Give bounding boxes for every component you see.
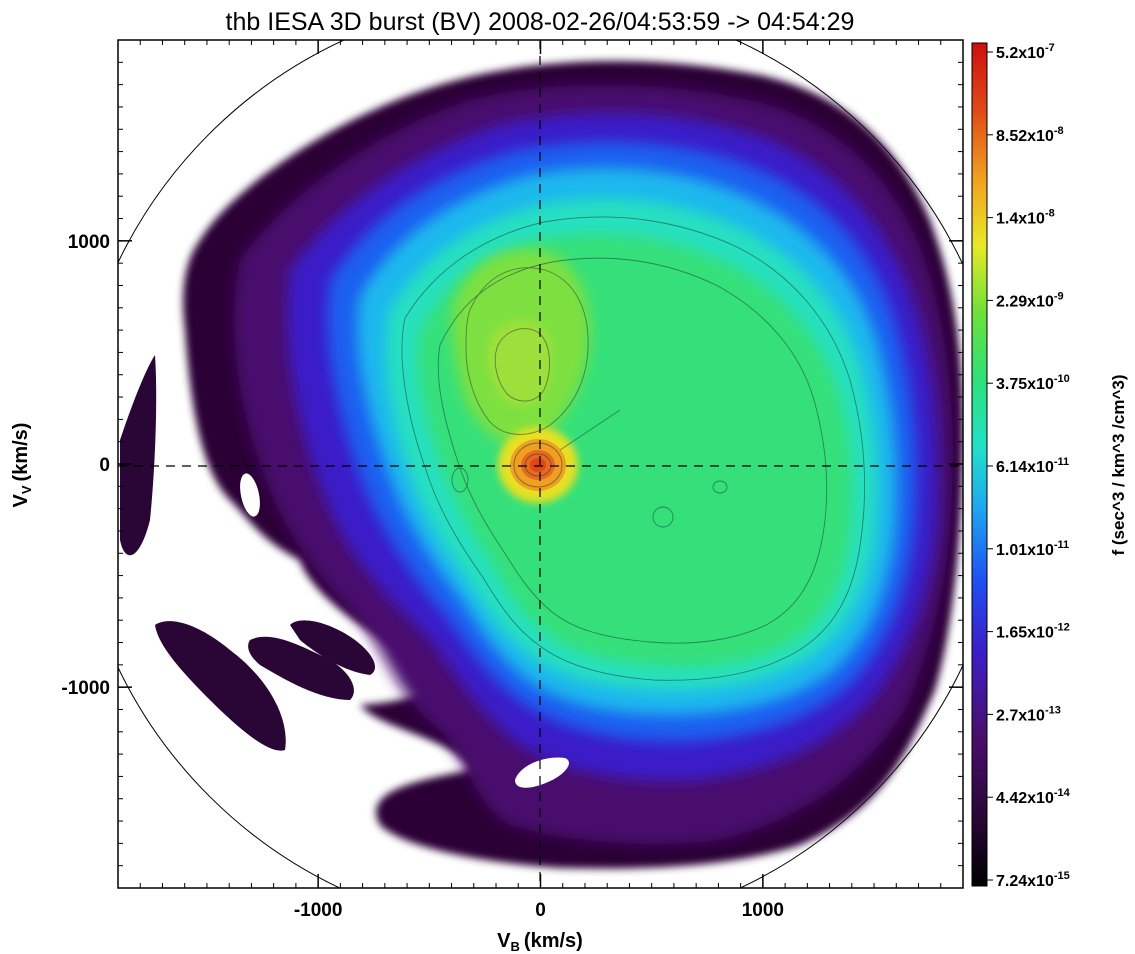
colorbar-tick-label: 6.14x10-11: [996, 456, 1069, 476]
colorbar-tick-label: 5.2x10-7: [996, 42, 1055, 62]
colorbar-tick-label: 3.75x10-10: [996, 373, 1070, 393]
colorbar-tick-label: 1.65x10-12: [996, 622, 1070, 642]
colorbar-tick-label: 8.52x10-8: [996, 125, 1064, 145]
colorbar-tick-label: 2.29x10-9: [996, 290, 1064, 310]
colorbar-tick-label: 7.24x10-15: [996, 870, 1070, 890]
colorbar-tick-label: 1.01x10-11: [996, 539, 1069, 559]
y-tick-label: 0: [99, 455, 110, 476]
colorbar-ticks: 5.2x10-7 8.52x10-8 1.4x10-8 2.29x10-9 3.75x1…: [987, 42, 1071, 890]
lower-left-streak-2: [248, 636, 354, 700]
level-9-region: [487, 320, 552, 407]
minor-ticks: [117, 39, 964, 889]
colorbar-tick-label: 2.7x10-13: [996, 704, 1061, 724]
distribution-contours: [120, 60, 963, 869]
contour-lines: [401, 216, 866, 681]
tick-labels: -1000 0 1000 1000 0 -1000: [61, 232, 784, 921]
y-tick-label: -1000: [61, 678, 110, 699]
colorbar-label: f (sec^3 / km^3 /cm^3): [1109, 375, 1128, 556]
colorbar: 5.2x10-7 8.52x10-8 1.4x10-8 2.29x10-9 3.75x1…: [971, 42, 1128, 890]
colorbar-tick-label: 1.4x10-8: [996, 208, 1055, 228]
white-hole: [515, 757, 569, 788]
white-gap-1: [240, 473, 260, 517]
y-axis-label: VV(km/s): [10, 423, 34, 508]
colorbar-gradient: [971, 42, 988, 887]
x-axis-label: VB (km/s): [497, 930, 583, 954]
major-ticks: [118, 40, 963, 888]
x-tick-label: -1000: [294, 900, 343, 921]
y-tick-label: 1000: [68, 232, 110, 253]
lower-left-streak: [155, 621, 286, 751]
left-lobe-region: [120, 355, 157, 556]
x-tick-label: 1000: [742, 900, 784, 921]
plot-area: [118, 40, 963, 888]
x-tick-label: 0: [535, 900, 546, 921]
chart-title: thb IESA 3D burst (BV) 2008-02-26/04:53:…: [226, 8, 855, 36]
lower-left-streak-3: [290, 620, 375, 675]
colorbar-tick-label: 4.42x10-14: [996, 787, 1071, 807]
peak-level-d: [530, 458, 546, 472]
